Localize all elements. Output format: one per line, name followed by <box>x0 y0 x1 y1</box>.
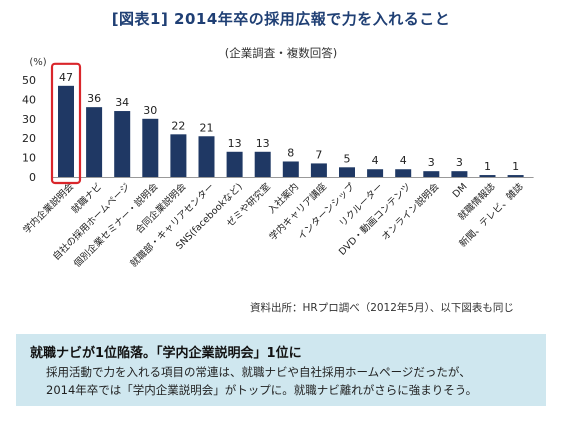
x-tick-label: 合同企業説明会 <box>133 180 189 236</box>
x-tick-label: 学内企業説明会 <box>21 180 77 236</box>
y-tick-label: 10 <box>22 152 36 165</box>
data-label: 1 <box>512 160 519 173</box>
y-tick-label: 50 <box>22 74 36 87</box>
bar <box>86 107 103 177</box>
bar <box>254 151 271 177</box>
data-label: 1 <box>484 160 491 173</box>
y-tick-label: 0 <box>29 171 36 184</box>
summary-line-1: 採用活動で力を入れる項目の常連は、就職ナビや自社採用ホームページだったが、 <box>46 365 471 379</box>
y-tick-label: 40 <box>22 93 36 106</box>
bar <box>339 167 355 177</box>
bar <box>451 171 468 177</box>
bar <box>58 85 74 177</box>
data-label: 5 <box>344 152 351 165</box>
bar <box>310 163 327 177</box>
bar <box>507 175 524 177</box>
summary-body: 採用活動で力を入れる項目の常連は、就職ナビや自社採用ホームページだったが、 20… <box>30 363 534 399</box>
data-label: 13 <box>256 137 270 150</box>
data-label: 22 <box>171 119 185 132</box>
bar <box>423 171 440 177</box>
data-label: 36 <box>87 92 101 105</box>
bar <box>367 169 384 177</box>
chart-subtitle: (企業調査・複数回答) <box>224 46 338 60</box>
data-label: 4 <box>372 154 379 167</box>
bar <box>170 134 187 177</box>
bar <box>282 161 299 177</box>
data-label: 8 <box>287 146 294 159</box>
bar <box>114 111 131 177</box>
data-label: 3 <box>456 156 463 169</box>
y-axis-unit: (%) <box>29 57 46 68</box>
summary-line-2: 2014年卒では「学内企業説明会」がトップに。就職ナビ離れがさらに強まりそう。 <box>46 383 478 397</box>
data-label: 30 <box>143 104 157 117</box>
x-tick-label: DM <box>451 181 470 200</box>
bar <box>142 118 159 177</box>
data-label: 34 <box>115 96 129 109</box>
summary-box: 就職ナビが1位陥落。「学内企業説明会」1位に 採用活動で力を入れる項目の常連は、… <box>16 334 546 406</box>
data-label: 13 <box>228 137 242 150</box>
data-label: 3 <box>428 156 435 169</box>
highlight-frame <box>50 62 82 185</box>
data-label: 4 <box>400 154 407 167</box>
y-tick-label: 30 <box>22 113 36 126</box>
bar <box>395 169 412 177</box>
data-label: 7 <box>315 148 322 161</box>
data-label: 47 <box>59 71 73 84</box>
chart-title: [図表1] 2014年卒の採用広報で力を入れること <box>111 10 451 28</box>
data-label: 21 <box>200 121 214 134</box>
bar <box>479 175 496 177</box>
y-tick-label: 20 <box>22 132 36 145</box>
bar <box>198 136 215 177</box>
bar <box>226 151 243 177</box>
source-note: 資料出所：HRプロ調べ（2012年5月）、以下図表も同じ <box>250 302 514 314</box>
summary-heading: 就職ナビが1位陥落。「学内企業説明会」1位に <box>30 346 302 361</box>
